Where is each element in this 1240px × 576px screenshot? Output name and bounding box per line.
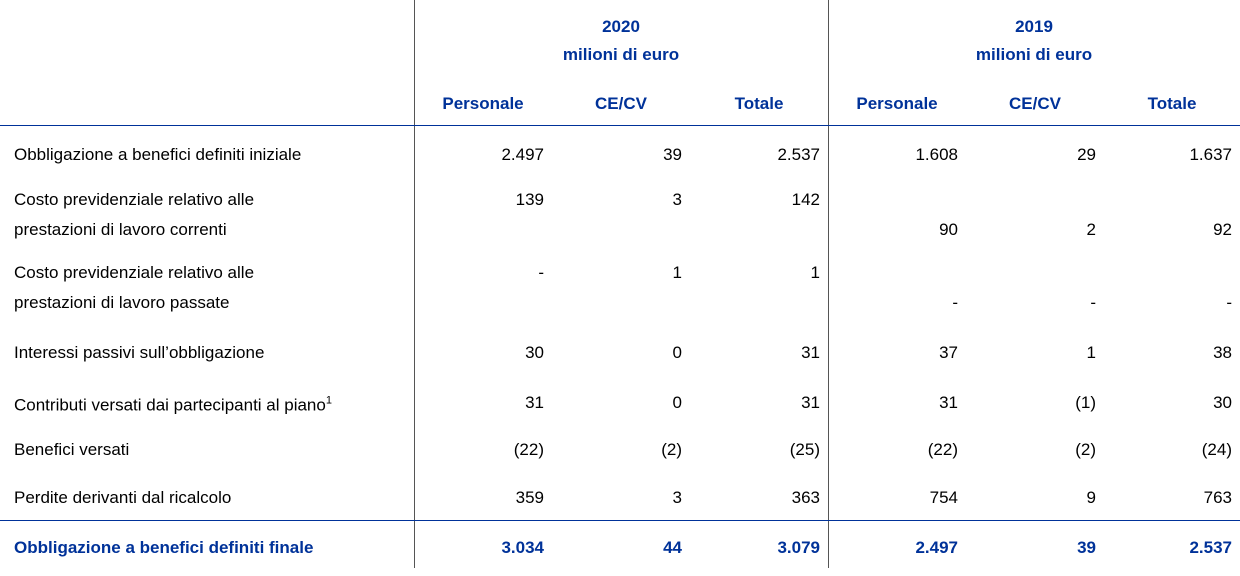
row-label: Benefici versati [14, 440, 130, 459]
total-value: 44 [663, 538, 682, 557]
total-value: 2.537 [1189, 538, 1232, 557]
cell-value: 142 [791, 190, 820, 209]
column-divider [414, 0, 415, 568]
cell-value: 39 [663, 145, 682, 164]
cell-value: 30 [1213, 393, 1232, 412]
cell-value: 38 [1213, 343, 1232, 362]
cell-value: 1 [810, 263, 820, 282]
footnote-mark: 1 [325, 394, 332, 407]
total-rule [0, 520, 1240, 521]
column-header: CE/CV [595, 94, 647, 113]
header-rule [0, 125, 1240, 126]
total-label: Obbligazione a benefici definiti finale [14, 538, 314, 557]
column-header: Totale [1147, 94, 1197, 113]
cell-value: 763 [1203, 488, 1232, 507]
cell-value: 2.497 [501, 145, 544, 164]
total-value: 3.079 [777, 538, 820, 557]
cell-value: 37 [939, 343, 958, 362]
cell-value: 90 [939, 220, 958, 239]
cell-value: (2) [661, 440, 682, 459]
column-header: Personale [856, 94, 938, 113]
cell-value: 1.637 [1189, 145, 1232, 164]
cell-value: - [1226, 293, 1232, 312]
row-label: Contributi versati dai partecipanti al p… [14, 394, 332, 415]
cell-value: 3 [672, 488, 682, 507]
cell-value: 31 [801, 343, 820, 362]
cell-value: 1 [1086, 343, 1096, 362]
row-label: Interessi passivi sull’obbligazione [14, 343, 265, 362]
cell-value: (22) [927, 440, 958, 459]
cell-value: 31 [939, 393, 958, 412]
cell-value: 29 [1077, 145, 1096, 164]
cell-value: 30 [525, 343, 544, 362]
cell-value: 0 [672, 343, 682, 362]
cell-value: 1.608 [915, 145, 958, 164]
column-header: Personale [442, 94, 524, 113]
row-label: Obbligazione a benefici definiti inizial… [14, 145, 302, 164]
cell-value: 9 [1086, 488, 1096, 507]
column-divider [828, 0, 829, 568]
total-value: 39 [1077, 538, 1096, 557]
cell-value: 2.537 [777, 145, 820, 164]
cell-value: 31 [525, 393, 544, 412]
cell-value: (2) [1075, 440, 1096, 459]
group-year: 2020 [602, 17, 640, 36]
row-label: Perdite derivanti dal ricalcolo [14, 488, 232, 507]
total-value: 3.034 [501, 538, 544, 557]
cell-value: 0 [672, 393, 682, 412]
cell-value: 1 [672, 263, 682, 282]
cell-value: - [538, 263, 544, 282]
group-unit: milioni di euro [562, 45, 680, 64]
cell-value: (25) [789, 440, 820, 459]
row-label: Costo previdenziale relativo alle [14, 263, 255, 282]
column-header: Totale [734, 94, 784, 113]
cell-value: - [1090, 293, 1096, 312]
group-year: 2019 [1015, 17, 1053, 36]
cell-value: 2 [1086, 220, 1096, 239]
cell-value: (22) [513, 440, 544, 459]
group-unit: milioni di euro [975, 45, 1093, 64]
cell-value: (1) [1075, 393, 1096, 412]
cell-value: (24) [1201, 440, 1232, 459]
cell-value: 3 [672, 190, 682, 209]
cell-value: 139 [515, 190, 544, 209]
cell-value: 363 [791, 488, 820, 507]
cell-value: - [952, 293, 958, 312]
cell-value: 754 [929, 488, 958, 507]
row-label: Costo previdenziale relativo alle [14, 190, 255, 209]
cell-value: 92 [1213, 220, 1232, 239]
cell-value: 31 [801, 393, 820, 412]
row-label: prestazioni di lavoro passate [14, 293, 230, 312]
column-header: CE/CV [1009, 94, 1061, 113]
total-value: 2.497 [915, 538, 958, 557]
row-label: prestazioni di lavoro correnti [14, 220, 227, 239]
cell-value: 359 [515, 488, 544, 507]
